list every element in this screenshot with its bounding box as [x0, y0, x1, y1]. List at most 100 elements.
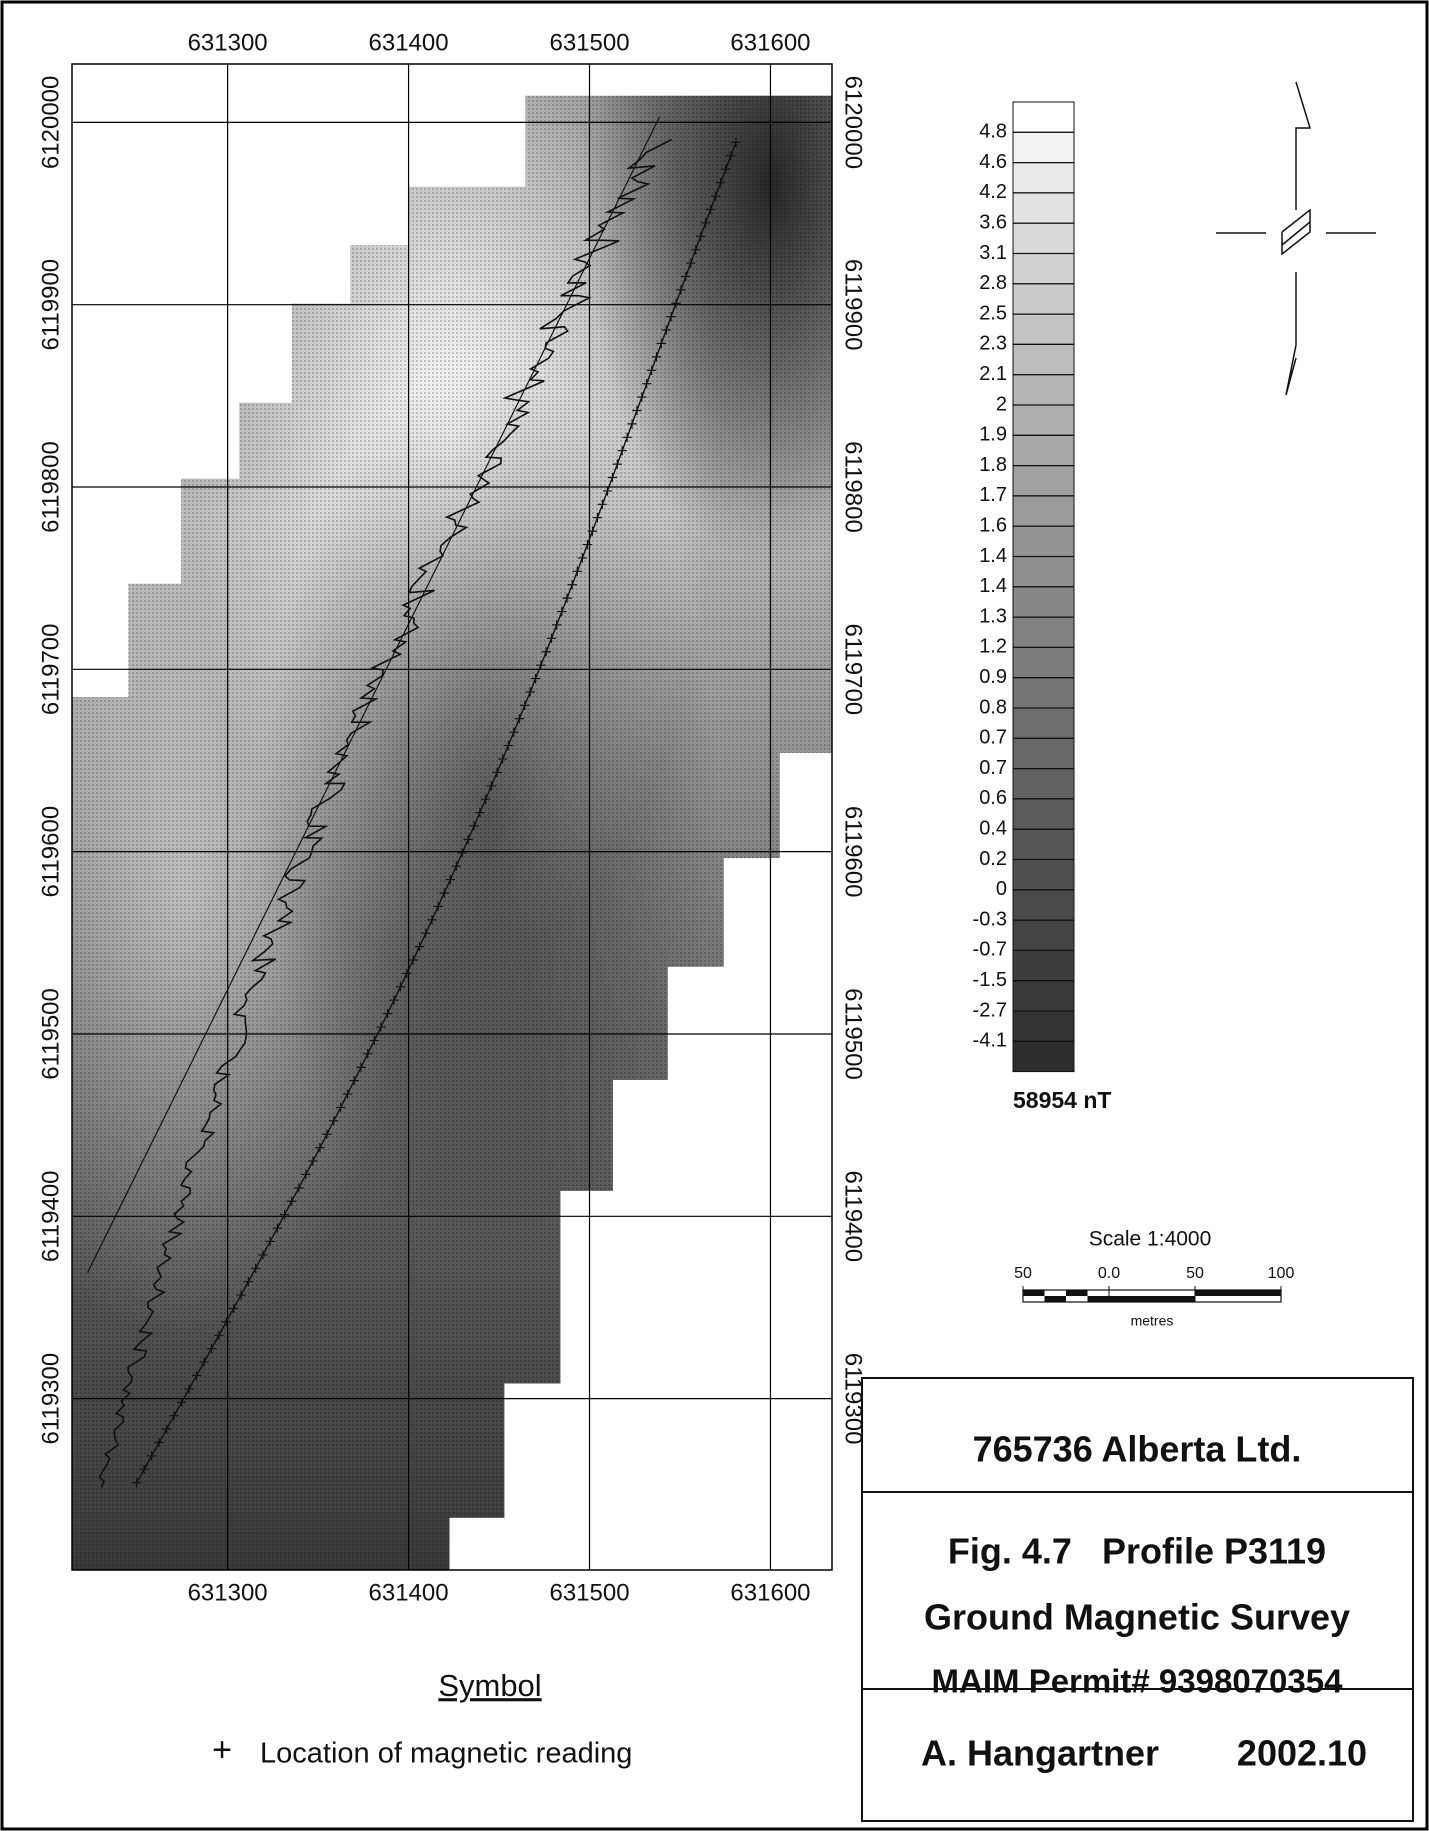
- legend-label: 1.9: [979, 424, 1007, 446]
- legend-label: 1.8: [979, 454, 1007, 476]
- scale-segment: [1195, 1290, 1281, 1296]
- reading-location: [541, 647, 551, 657]
- legend-swatch: [1012, 525, 1075, 558]
- legend-label: 1.4: [979, 545, 1007, 567]
- reading-location: [184, 1384, 194, 1394]
- legend-label: 0.7: [979, 757, 1007, 779]
- legend-label: 1.6: [979, 514, 1007, 536]
- reading-location: [154, 1437, 164, 1448]
- legend-swatch: [1012, 768, 1075, 800]
- reading-location: [161, 1424, 172, 1434]
- reading-location: [676, 285, 686, 295]
- reading-location: [146, 1451, 157, 1461]
- figure-title: Fig. 4.7 Profile P3119: [948, 1531, 1326, 1572]
- reading-location: [721, 164, 731, 174]
- legend-swatch: [1012, 828, 1075, 861]
- legend-label: -0.3: [973, 908, 1007, 930]
- symbol-label: Location of magnetic reading: [260, 1738, 632, 1770]
- reading-location: [710, 191, 721, 201]
- legend-label: -4.1: [973, 1030, 1007, 1052]
- reading-location: [617, 446, 627, 456]
- legend-swatch: [1012, 798, 1075, 830]
- legend-swatch: [1012, 707, 1075, 739]
- reading-location: [536, 660, 546, 670]
- reading-location: [567, 580, 577, 590]
- legend-swatch: [1012, 101, 1075, 133]
- legend-label: 3.6: [979, 211, 1007, 233]
- y-tick-label: 6120000: [37, 76, 64, 169]
- scale-segment: [1066, 1290, 1088, 1296]
- reading-location: [597, 499, 608, 509]
- legend-swatch: [1012, 222, 1075, 254]
- legend-label: 4.8: [979, 121, 1007, 143]
- reading-location: [356, 1062, 366, 1072]
- reading-location: [206, 1344, 217, 1354]
- reading-location: [627, 419, 637, 429]
- reading-location: [651, 352, 662, 362]
- reading-location: [671, 298, 681, 308]
- legend-label: -1.5: [973, 969, 1007, 991]
- reading-location: [486, 781, 497, 791]
- reading-location: [503, 740, 513, 751]
- legend-label: -2.7: [973, 999, 1007, 1021]
- north-arrow: [1216, 81, 1376, 396]
- reading-location: [700, 218, 711, 228]
- reading-location: [666, 312, 676, 322]
- reading-location: [308, 1156, 318, 1166]
- reading-location: [457, 848, 467, 858]
- y-tick-label: 6119500: [37, 988, 64, 1080]
- scale-segment: [1087, 1296, 1109, 1302]
- reading-location: [469, 821, 479, 831]
- reading-location: [408, 955, 418, 965]
- legend-swatch: [1012, 162, 1075, 194]
- legend-label: 1.7: [979, 484, 1007, 506]
- reading-location: [139, 1464, 149, 1474]
- reading-location: [236, 1290, 246, 1300]
- reading-location: [637, 392, 647, 402]
- y-tick-label: 6119400: [840, 1170, 867, 1262]
- reading-location: [322, 1129, 332, 1139]
- reading-location: [389, 995, 399, 1005]
- reading-location: [681, 271, 691, 282]
- scale-title: Scale 1:4000: [1089, 1228, 1212, 1251]
- scale-segment: [1044, 1296, 1066, 1302]
- reading-location: [731, 137, 741, 148]
- y-tick-label: 6119400: [37, 1170, 64, 1262]
- reading-location: [131, 1478, 142, 1488]
- legend-swatch: [1012, 737, 1075, 770]
- scale-tick-label: 50: [1186, 1265, 1204, 1282]
- reading-location: [642, 379, 652, 389]
- reading-location: [705, 204, 716, 215]
- scale-tick-label: 50: [1014, 1265, 1032, 1282]
- survey-title: Ground Magnetic Survey: [924, 1597, 1350, 1638]
- reading-location: [602, 486, 613, 496]
- legend-swatch: [1012, 343, 1075, 376]
- reading-location: [646, 365, 657, 375]
- legend-swatch: [1012, 465, 1075, 497]
- reading-location: [562, 593, 572, 603]
- magnetic-raster: [72, 95, 832, 1570]
- y-tick-label: 6119800: [37, 441, 64, 533]
- legend-label: 2.8: [979, 272, 1007, 294]
- reading-location: [572, 566, 582, 576]
- permit: MAIM Permit# 9398070354: [932, 1663, 1344, 1700]
- reading-location: [445, 874, 455, 885]
- reading-location: [691, 244, 701, 255]
- legend-swatch: [1012, 646, 1075, 679]
- reading-location: [250, 1263, 261, 1273]
- legend-base-label: 58954 nT: [1013, 1087, 1111, 1113]
- reading-location: [661, 325, 671, 335]
- legend-swatch: [1012, 919, 1075, 951]
- legend-label: 0.2: [979, 848, 1007, 870]
- legend-label: 0.6: [979, 787, 1007, 809]
- reading-location: [480, 794, 491, 804]
- reading-location: [451, 861, 462, 871]
- legend-label: 4.6: [979, 151, 1007, 173]
- reading-location: [349, 1075, 359, 1086]
- reading-location: [716, 177, 726, 188]
- legend-label: 0: [996, 878, 1007, 900]
- reading-location: [695, 231, 706, 241]
- legend-swatch: [1012, 404, 1075, 436]
- legend-swatch: [1012, 283, 1075, 315]
- reading-location: [656, 338, 667, 349]
